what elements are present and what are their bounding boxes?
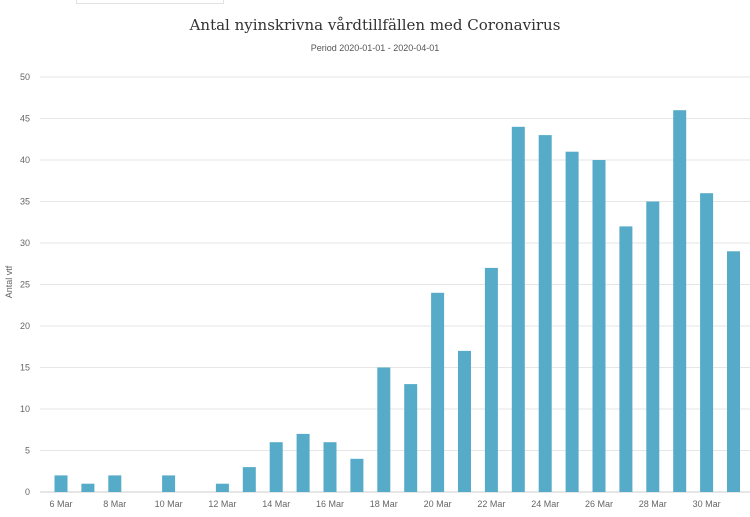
y-tick-label: 15	[20, 363, 30, 373]
y-tick-label: 10	[20, 404, 30, 414]
y-tick-label: 20	[20, 321, 30, 331]
bar-2020-03-16[interactable]	[323, 442, 337, 492]
bar-2020-03-25[interactable]	[565, 151, 579, 492]
bar-2020-03-22[interactable]	[484, 267, 498, 492]
x-axis-ticks: 6 Mar 8 Mar 10 Mar 12 Mar 14 Mar 16 Mar 18 Mar…	[49, 499, 720, 509]
bar-2020-03-06[interactable]	[54, 475, 68, 492]
bar-2020-03-23[interactable]	[511, 126, 525, 493]
bar-2020-03-21[interactable]	[458, 350, 471, 492]
x-tick-label: 6 Mar	[49, 499, 72, 509]
y-tick-label: 40	[20, 155, 30, 165]
bar-2020-03-13[interactable]	[242, 467, 256, 492]
bar-2020-03-10[interactable]	[162, 475, 176, 492]
bar-2020-03-27[interactable]	[619, 226, 633, 492]
y-tick-label: 0	[25, 487, 30, 497]
x-tick-label: 30 Mar	[693, 499, 721, 509]
x-tick-label: 24 Mar	[531, 499, 559, 509]
x-tick-label: 20 Mar	[424, 499, 452, 509]
bar-2020-03-17[interactable]	[350, 458, 364, 492]
bar-2020-03-29[interactable]	[673, 110, 687, 492]
x-tick-label: 8 Mar	[103, 499, 126, 509]
y-tick-label: 25	[20, 280, 30, 290]
bar-2020-03-31[interactable]	[727, 251, 740, 492]
bar-2020-03-30[interactable]	[700, 193, 714, 492]
top-tab-fragment	[76, 0, 224, 4]
y-axis-ticks: 0 5 10 15 20 25 30 35 40 45 50	[20, 72, 30, 497]
x-tick-label: 22 Mar	[477, 499, 505, 509]
y-tick-label: 45	[20, 114, 30, 124]
bar-2020-03-15[interactable]	[296, 433, 310, 492]
x-tick-label: 26 Mar	[585, 499, 613, 509]
grid-lines	[40, 76, 750, 493]
bar-2020-03-08[interactable]	[108, 475, 122, 492]
bar-2020-03-20[interactable]	[431, 292, 445, 492]
bar-2020-03-14[interactable]	[269, 442, 283, 492]
x-tick-label: 16 Mar	[316, 499, 344, 509]
chart-title: Antal nyinskrivna vårdtillfällen med Cor…	[189, 16, 561, 34]
bar-2020-03-24[interactable]	[538, 135, 552, 492]
x-tick-label: 18 Mar	[370, 499, 398, 509]
chart-subtitle: Period 2020-01-01 - 2020-04-01	[310, 43, 440, 53]
bar-2020-03-19[interactable]	[404, 384, 418, 492]
bar-2020-03-07[interactable]	[81, 483, 95, 492]
x-tick-label: 12 Mar	[208, 499, 236, 509]
bar-2020-03-26[interactable]	[592, 160, 606, 492]
y-tick-label: 5	[25, 446, 30, 456]
y-tick-label: 30	[20, 238, 30, 248]
bars	[54, 110, 740, 493]
x-tick-label: 10 Mar	[155, 499, 183, 509]
x-tick-label: 28 Mar	[639, 499, 667, 509]
y-axis-label: Antal vtf	[4, 265, 14, 298]
bar-2020-03-28[interactable]	[646, 201, 660, 493]
y-tick-label: 35	[20, 197, 30, 207]
bar-2020-03-12[interactable]	[215, 483, 229, 492]
y-tick-label: 50	[20, 72, 30, 82]
x-tick-label: 14 Mar	[262, 499, 290, 509]
bar-2020-03-18[interactable]	[377, 367, 391, 493]
